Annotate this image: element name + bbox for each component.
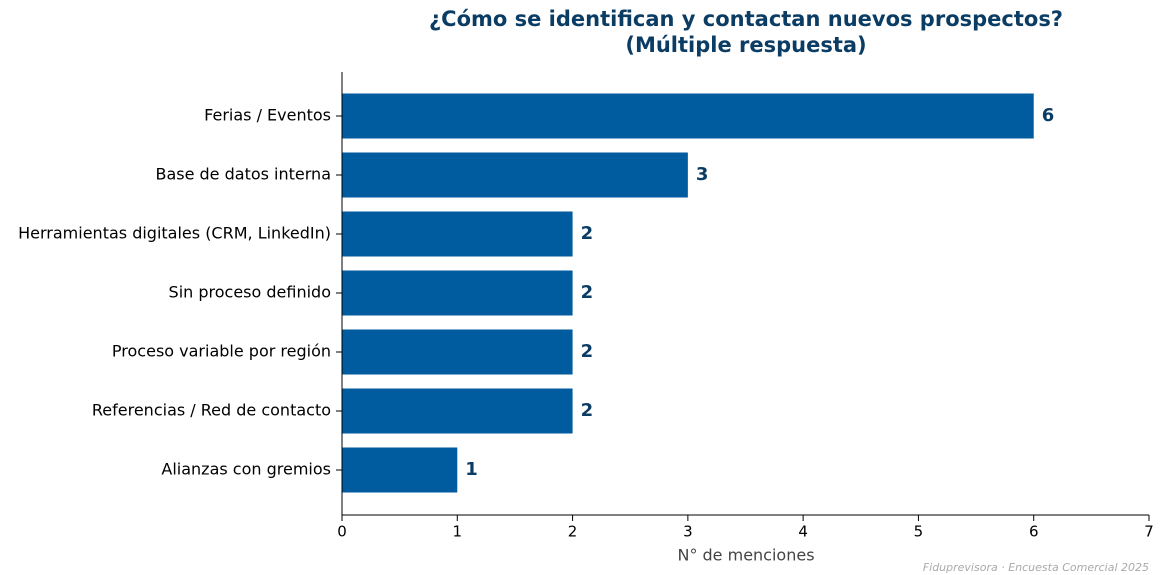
bar xyxy=(342,388,573,434)
data-label: 1 xyxy=(465,459,478,480)
x-axis-label: N° de menciones xyxy=(677,546,814,565)
x-tick-label: 5 xyxy=(914,523,924,541)
x-tick-label: 3 xyxy=(683,523,693,541)
chart-title: (Múltiple respuesta) xyxy=(625,33,866,57)
bar xyxy=(342,270,573,316)
data-label: 2 xyxy=(581,341,594,362)
y-tick-label: Sin proceso definido xyxy=(169,283,331,302)
bar xyxy=(342,152,688,198)
bar xyxy=(342,211,573,257)
chart-title: ¿Cómo se identifican y contactan nuevos … xyxy=(429,7,1063,31)
bar xyxy=(342,93,1034,139)
x-tick-label: 4 xyxy=(798,523,808,541)
y-tick-label: Ferias / Eventos xyxy=(204,106,331,125)
x-tick-label: 0 xyxy=(337,523,347,541)
y-tick-label: Proceso variable por región xyxy=(112,342,331,361)
data-label: 2 xyxy=(581,223,594,244)
data-label: 6 xyxy=(1042,105,1055,126)
x-tick-label: 1 xyxy=(453,523,463,541)
bar xyxy=(342,447,458,493)
data-label: 2 xyxy=(581,282,594,303)
data-label: 2 xyxy=(581,400,594,421)
y-tick-label: Referencias / Red de contacto xyxy=(92,401,331,420)
footnote: Fiduprevisora · Encuesta Comercial 2025 xyxy=(923,561,1149,574)
bar xyxy=(342,329,573,375)
y-tick-label: Base de datos interna xyxy=(155,165,331,184)
x-tick-label: 6 xyxy=(1029,523,1039,541)
y-tick-label: Alianzas con gremios xyxy=(161,460,331,479)
x-tick-label: 2 xyxy=(568,523,578,541)
x-tick-label: 7 xyxy=(1144,523,1154,541)
y-tick-label: Herramientas digitales (CRM, LinkedIn) xyxy=(18,224,331,243)
data-label: 3 xyxy=(696,164,709,185)
